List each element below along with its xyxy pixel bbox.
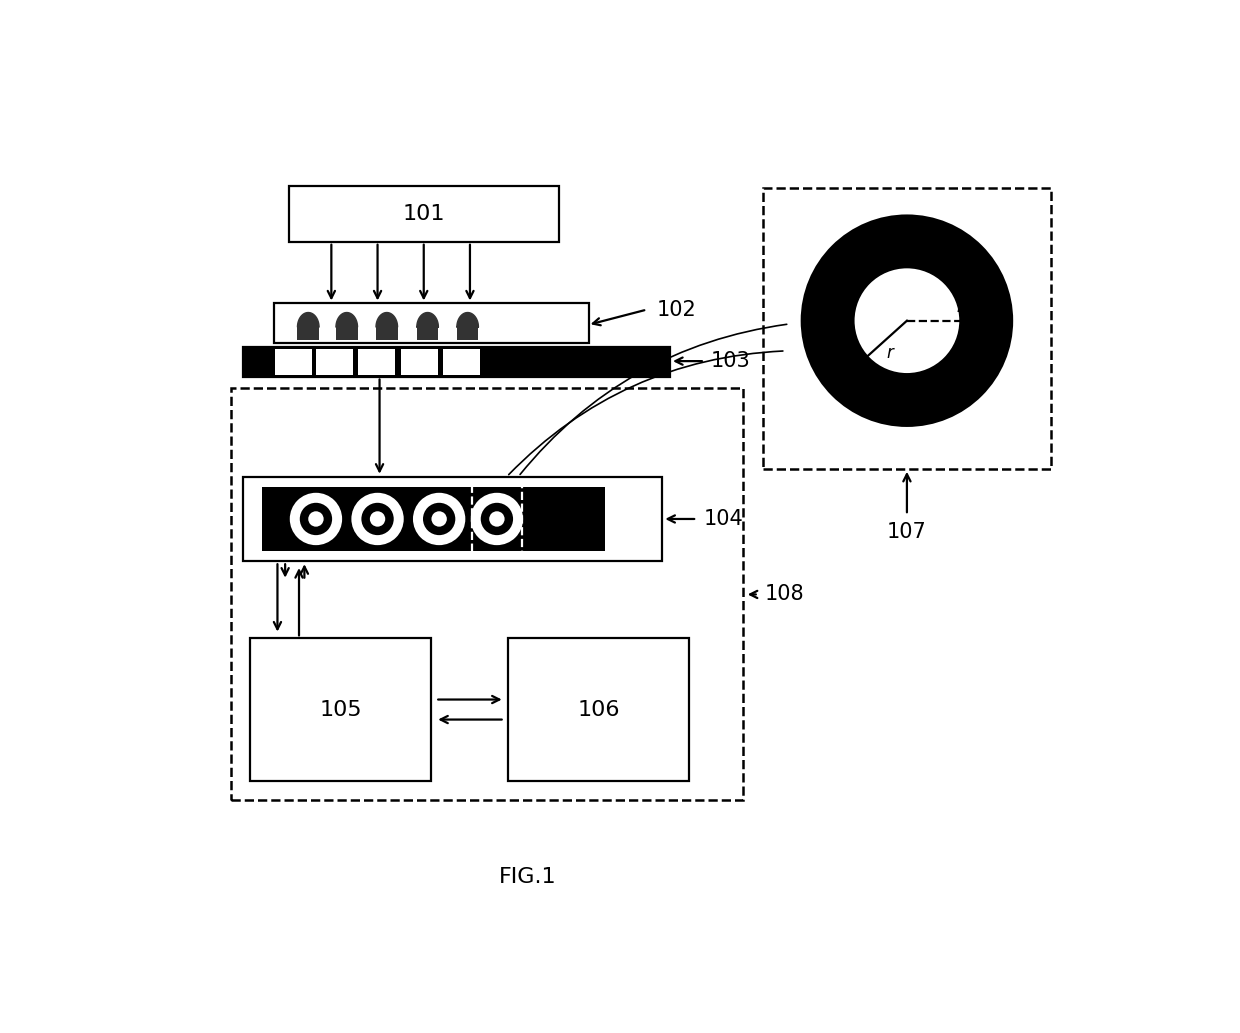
Bar	[275, 349, 312, 375]
Circle shape	[490, 511, 505, 527]
Bar	[262, 487, 605, 552]
Circle shape	[423, 503, 455, 535]
Bar	[376, 327, 398, 340]
Circle shape	[432, 511, 446, 527]
Polygon shape	[417, 313, 439, 327]
Text: 107: 107	[887, 522, 926, 542]
Bar	[243, 347, 670, 376]
Polygon shape	[376, 313, 398, 327]
Bar	[289, 186, 558, 242]
Bar	[250, 638, 432, 781]
Circle shape	[801, 215, 1013, 427]
Text: 105: 105	[320, 699, 362, 720]
Text: 108: 108	[765, 585, 805, 604]
Circle shape	[300, 503, 332, 535]
Circle shape	[370, 511, 386, 527]
Text: R: R	[956, 298, 968, 316]
Bar	[417, 327, 439, 340]
Circle shape	[361, 503, 394, 535]
Bar	[298, 327, 319, 340]
Text: 106: 106	[578, 699, 620, 720]
Text: r: r	[887, 344, 894, 362]
Bar	[231, 388, 743, 800]
Polygon shape	[336, 313, 357, 327]
Circle shape	[309, 511, 324, 527]
Bar	[243, 476, 662, 561]
Bar	[508, 638, 689, 781]
Text: 103: 103	[711, 351, 750, 371]
Bar	[763, 188, 1052, 469]
Bar	[336, 327, 357, 340]
Text: FIG.1: FIG.1	[498, 867, 557, 887]
Bar	[472, 482, 522, 556]
Bar	[316, 349, 353, 375]
Circle shape	[413, 493, 465, 545]
Circle shape	[481, 503, 513, 535]
Bar	[358, 349, 396, 375]
Circle shape	[290, 493, 342, 545]
Bar	[456, 327, 479, 340]
Text: 101: 101	[403, 205, 445, 224]
Circle shape	[471, 493, 523, 545]
Polygon shape	[298, 313, 319, 327]
Text: 104: 104	[703, 509, 743, 529]
Bar	[443, 349, 480, 375]
Bar	[401, 349, 438, 375]
Text: 102: 102	[656, 300, 696, 319]
Circle shape	[854, 269, 960, 373]
Polygon shape	[456, 313, 479, 327]
Circle shape	[351, 493, 404, 545]
Bar	[274, 304, 589, 343]
